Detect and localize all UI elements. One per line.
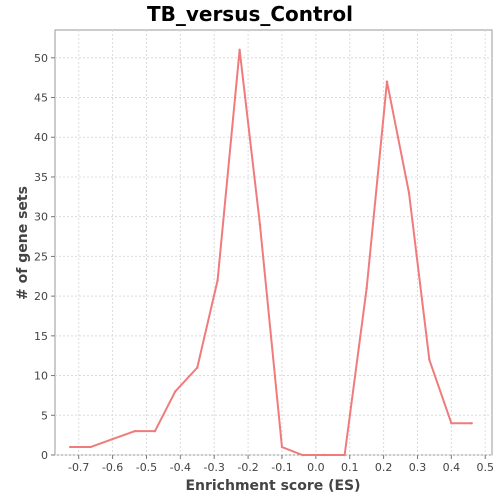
x-tick-label: 0.3 [409,461,427,474]
data-point [301,453,304,457]
x-tick-label: 0.1 [341,461,359,474]
data-point [323,453,326,457]
x-tick-label: -0.7 [68,461,89,474]
data-point [470,422,473,425]
data-point [133,429,136,433]
series-line [69,48,473,456]
y-axis-label: # of gene sets [15,186,31,300]
x-tick-label: 0.2 [375,461,393,474]
data-point [196,366,199,369]
data-point [407,191,411,195]
plot-area [54,29,493,456]
data-point [69,445,72,449]
x-tick-label: -0.3 [203,461,224,474]
data-point [258,223,262,226]
data-point [89,445,92,449]
y-tick-label: 15 [34,330,48,343]
data-point [428,358,431,361]
y-tick-label: 0 [41,449,48,462]
x-tick-label: 0.4 [443,461,461,474]
data-series [69,48,473,457]
x-tick-label: -0.5 [136,461,157,474]
y-tick-label: 5 [41,409,48,422]
chart-title: TB_versus_Control [147,2,353,26]
y-tick-label: 20 [34,290,48,303]
data-point [174,390,177,393]
data-point [450,422,453,425]
x-tick-label: -0.1 [271,461,292,474]
x-tick-label: -0.6 [102,461,123,474]
y-tick-label: 35 [34,171,48,184]
data-point [153,429,157,433]
x-tick-label: 0.5 [476,461,494,474]
data-point [365,286,368,290]
data-point [343,453,346,457]
x-tick-label: 0.0 [307,461,325,474]
grid-lines [55,30,492,456]
data-point [216,279,219,282]
axes: -0.7 -0.6 -0.5 -0.4 -0.3 -0.2 -0.1 0.0 0.1 0.2 0.3… [34,52,494,474]
y-tick-label: 30 [34,211,48,224]
y-tick-label: 50 [34,52,48,65]
x-tick-label: -0.2 [237,461,258,474]
y-tick-label: 40 [34,131,48,144]
data-point [111,437,114,441]
data-point [238,48,241,52]
data-point [385,80,389,83]
x-axis-label: Enrichment score (ES) [185,478,360,494]
data-point [280,445,284,449]
y-tick-label: 10 [34,370,48,383]
y-tick-label: 25 [34,250,48,263]
y-tick-label: 45 [34,92,48,105]
x-tick-label: -0.4 [170,461,191,474]
